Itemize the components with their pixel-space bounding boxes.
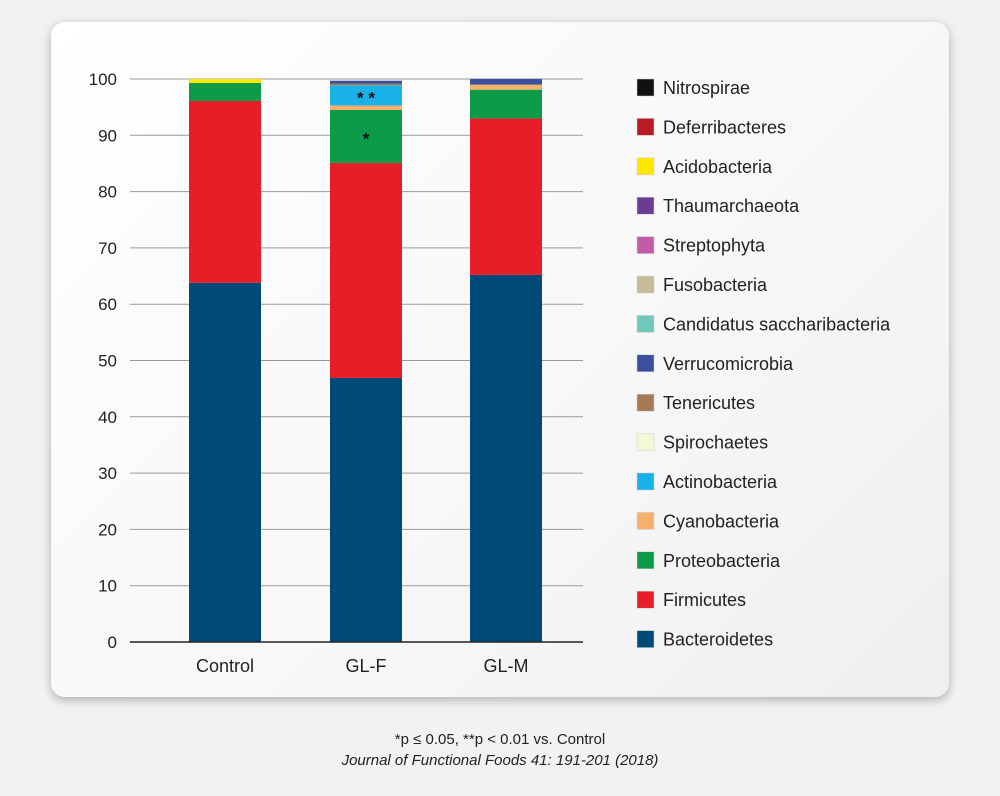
legend-swatch — [636, 590, 655, 609]
significance-marker: * * — [357, 88, 375, 107]
legend-swatch — [636, 275, 655, 294]
y-tick-label: 60 — [98, 295, 117, 314]
legend-swatch — [636, 78, 655, 97]
legend-label: Tenericutes — [663, 393, 755, 413]
bar-gl-m — [470, 79, 542, 642]
significance-annotations: * * * — [357, 88, 375, 148]
legend-label: Firmicutes — [663, 590, 746, 610]
legend-label: Streptophyta — [663, 236, 766, 256]
significance-marker: * — [363, 129, 370, 148]
legend-item: Firmicutes — [636, 590, 746, 610]
x-tick-label: GL-F — [345, 656, 386, 676]
bar-segment-proteobacteria — [470, 89, 542, 119]
bar-gl-f — [330, 80, 402, 642]
legend-swatch — [636, 354, 655, 373]
bar-segment-bacteroidetes — [330, 377, 402, 642]
y-tick-label: 70 — [98, 239, 117, 258]
y-tick-label: 20 — [98, 520, 117, 539]
legend-swatch — [636, 433, 655, 451]
legend-label: Deferribacteres — [663, 117, 786, 137]
legend-label: Thaumarchaeota — [663, 196, 800, 216]
legend-item: Fusobacteria — [636, 275, 768, 295]
bar-segment-tenericutes — [330, 83, 402, 86]
legend-swatch — [636, 196, 655, 215]
bar-segment-verrucomicrobia — [470, 79, 542, 85]
legend-swatch — [636, 118, 655, 136]
legend-swatch — [636, 472, 655, 491]
y-tick-label: 90 — [98, 126, 117, 145]
legend: Nitrospirae Deferribacteres Acidobacteria T… — [636, 78, 891, 650]
legend-label: Cyanobacteria — [663, 511, 780, 531]
bar-segment-bacteroidetes — [189, 282, 261, 642]
y-tick-label: 100 — [89, 70, 117, 89]
bar-segment-firmicutes — [470, 118, 542, 275]
legend-item: Thaumarchaeota — [636, 196, 800, 216]
citation: Journal of Functional Foods 41: 191-201 … — [341, 752, 659, 769]
x-axis-labels: Control GL-F GL-M — [196, 656, 529, 676]
legend-swatch — [636, 551, 655, 570]
legend-swatch — [636, 315, 655, 333]
legend-label: Proteobacteria — [663, 551, 781, 571]
legend-label: Fusobacteria — [663, 275, 768, 295]
bar-segment-firmicutes — [189, 100, 261, 283]
bar-segment-cyanobacteria — [330, 105, 402, 110]
bar-segment-cyanobacteria — [470, 84, 542, 90]
bar-segment-acidobacteria — [189, 79, 261, 83]
bar-segment-verrucomicrobia — [330, 80, 402, 84]
legend-label: Bacteroidetes — [663, 630, 773, 650]
significance-footnote: *p ≤ 0.05, **p < 0.01 vs. Control — [394, 731, 606, 748]
legend-swatch — [636, 157, 655, 176]
legend-swatch — [636, 236, 655, 254]
legend-item: Deferribacteres — [636, 117, 786, 137]
legend-label: Actinobacteria — [663, 472, 778, 492]
legend-swatch — [636, 630, 655, 648]
legend-label: Acidobacteria — [663, 157, 773, 177]
bar-segment-proteobacteria — [189, 82, 261, 101]
y-tick-label: 80 — [98, 183, 117, 202]
y-tick-label: 30 — [98, 464, 117, 483]
legend-item: Spirochaetes — [636, 433, 768, 453]
bar-segment-firmicutes — [330, 162, 402, 378]
bars — [189, 79, 542, 642]
y-tick-label: 10 — [98, 577, 117, 596]
legend-item: Streptophyta — [636, 236, 766, 256]
legend-label: Spirochaetes — [663, 433, 768, 453]
x-tick-label: GL-M — [484, 656, 529, 676]
bar-control — [189, 79, 261, 642]
legend-item: Bacteroidetes — [636, 630, 773, 650]
legend-label: Candidatus saccharibacteria — [663, 314, 891, 334]
legend-item: Proteobacteria — [636, 551, 781, 571]
legend-item: Candidatus saccharibacteria — [636, 314, 891, 334]
legend-item: Tenericutes — [636, 393, 755, 413]
y-axis-ticks: 0 10 20 30 40 50 60 70 80 90 100 — [89, 70, 117, 652]
y-tick-label: 40 — [98, 408, 117, 427]
legend-label: Verrucomicrobia — [663, 354, 794, 374]
y-tick-label: 50 — [98, 352, 117, 371]
x-tick-label: Control — [196, 656, 254, 676]
bar-segment-bacteroidetes — [470, 274, 542, 642]
y-tick-label: 0 — [108, 633, 117, 652]
bar-segment-actinobacteria — [330, 85, 402, 106]
legend-swatch — [636, 393, 655, 412]
legend-item: Cyanobacteria — [636, 511, 780, 531]
bar-segment-proteobacteria — [330, 109, 402, 163]
legend-swatch — [636, 512, 655, 530]
legend-item: Actinobacteria — [636, 472, 778, 492]
legend-item: Acidobacteria — [636, 157, 773, 177]
legend-item: Verrucomicrobia — [636, 354, 794, 374]
legend-item: Nitrospirae — [636, 78, 750, 98]
legend-label: Nitrospirae — [663, 78, 750, 98]
